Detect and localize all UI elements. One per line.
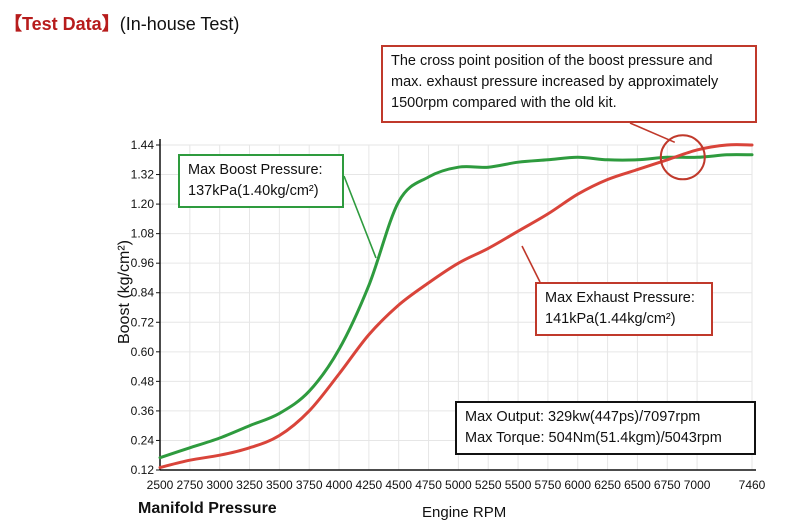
x-tick-label: 7460	[739, 478, 766, 492]
cross-point-circle	[659, 134, 706, 181]
x-tick-label: 3750	[296, 478, 323, 492]
x-tick-label: 5500	[505, 478, 532, 492]
y-tick-label: 0.72	[131, 315, 155, 329]
x-tick-label: 6750	[654, 478, 681, 492]
max-boost-callout: Max Boost Pressure: 137kPa(1.40kg/cm²)	[178, 154, 344, 208]
cross-point-leader-line	[629, 122, 676, 144]
grid	[159, 144, 753, 471]
y-tick-label: 0.48	[131, 374, 155, 388]
axes: 0.12 0.24 0.36 0.48 0.60 0.72 0.84 0.96 1.08 1.20…	[131, 138, 766, 492]
x-tick-label: 5000	[445, 478, 472, 492]
exhaust-pressure-line	[158, 143, 754, 469]
y-tick-label: 0.84	[131, 286, 155, 300]
y-tick-label: 0.24	[131, 433, 155, 447]
x-tick-label: 6000	[564, 478, 591, 492]
x-tick-label: 2750	[176, 478, 203, 492]
x-tick-label: 3250	[236, 478, 263, 492]
max-output-callout: Max Output: 329kw(447ps)/7097rpm Max Tor…	[455, 401, 756, 455]
y-tick-label: 0.60	[131, 345, 155, 359]
x-tick-label: 3000	[206, 478, 233, 492]
x-tick-label: 5250	[475, 478, 502, 492]
boost-leader-line	[343, 175, 377, 259]
header-tag: 【Test Data】	[4, 14, 120, 34]
x-axis-title: Engine RPM	[422, 504, 507, 521]
x-tick-label: 2500	[147, 478, 174, 492]
x-tick-label: 4250	[356, 478, 383, 492]
y-tick-label: 0.12	[131, 463, 155, 477]
manifold-pressure-label: Manifold Pressure	[138, 500, 277, 517]
x-tick-label: 4000	[326, 478, 353, 492]
x-tick-label: 6250	[594, 478, 621, 492]
boost-pressure-line	[158, 153, 754, 460]
header-subtitle: (In-house Test)	[119, 14, 240, 34]
x-tick-label: 3500	[266, 478, 293, 492]
x-tick-label: 4750	[415, 478, 442, 492]
y-tick-label: 1.20	[131, 197, 155, 211]
y-tick-label: 1.44	[131, 138, 155, 152]
max-exhaust-callout: Max Exhaust Pressure: 141kPa(1.44kg/cm²)	[535, 282, 713, 336]
annotations	[343, 122, 706, 283]
x-tick-label: 6500	[624, 478, 651, 492]
y-tick-label: 1.32	[131, 168, 155, 182]
exhaust-leader-line	[521, 245, 541, 283]
x-tick-label: 5750	[535, 478, 562, 492]
y-tick-label: 0.96	[131, 256, 155, 270]
x-tick-label: 7000	[684, 478, 711, 492]
series	[158, 143, 754, 469]
x-tick-label: 4500	[385, 478, 412, 492]
y-tick-label: 0.36	[131, 404, 155, 418]
test-data-header: 【Test Data】(In-house Test)	[4, 10, 239, 36]
cross-point-callout: The cross point position of the boost pr…	[381, 45, 757, 123]
y-tick-label: 1.08	[131, 227, 155, 241]
y-axis-title: Boost (kg/cm²)	[116, 239, 133, 345]
